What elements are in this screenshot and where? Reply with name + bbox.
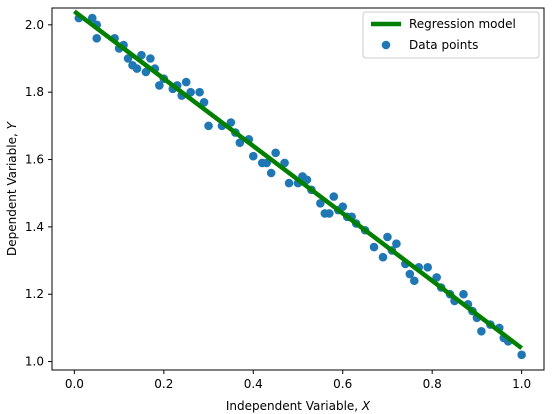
- data-point: [195, 87, 204, 97]
- data-point: [235, 138, 245, 147]
- x-tick-label: 1.0: [512, 377, 531, 391]
- data-point: [123, 54, 133, 63]
- data-point: [338, 202, 348, 211]
- y-tick-label: 1.8: [25, 85, 44, 99]
- y-tick-label: 1.4: [25, 220, 44, 234]
- axes-frame: [51, 7, 545, 371]
- data-point: [266, 168, 276, 178]
- data-point: [146, 54, 155, 63]
- legend: Regression model Data points: [362, 11, 540, 59]
- x-tick-label: 0.6: [333, 377, 352, 391]
- y-tick-label: 1.2: [25, 287, 44, 301]
- data-point: [248, 151, 258, 161]
- x-tick-label: 0.8: [423, 377, 442, 391]
- y-axis-label: Dependent Variable, Y: [5, 120, 19, 256]
- y-tick-label: 2.0: [25, 18, 44, 32]
- data-point: [329, 192, 339, 201]
- data-point: [302, 175, 312, 185]
- x-axis-label: Independent Variable, X: [226, 399, 371, 413]
- data-point: [155, 81, 164, 90]
- x-tick-label: 0.0: [65, 377, 84, 391]
- plot-area: [73, 9, 526, 360]
- data-point: [87, 13, 97, 23]
- data-point: [517, 350, 526, 360]
- data-point: [459, 289, 468, 299]
- data-point: [262, 158, 271, 168]
- legend-entry-data-points: Data points: [409, 38, 478, 52]
- data-point: [181, 77, 191, 87]
- data-point: [392, 239, 401, 249]
- y-axis-ticks: 1.0 1.2 1.4 1.6 1.8 2.0: [25, 18, 52, 369]
- data-point: [271, 148, 280, 158]
- data-point: [92, 34, 102, 43]
- data-point: [186, 87, 195, 97]
- legend-box: [362, 11, 540, 59]
- y-tick-label: 1.6: [25, 153, 44, 167]
- legend-entry-regression: Regression model: [409, 17, 516, 31]
- data-point: [378, 252, 388, 262]
- data-point: [226, 118, 236, 127]
- data-point: [405, 269, 415, 279]
- data-point: [383, 232, 392, 242]
- data-point: [204, 121, 213, 131]
- x-tick-label: 0.4: [244, 377, 263, 391]
- data-point: [432, 273, 441, 282]
- y-tick-label: 1.0: [25, 355, 44, 369]
- data-point: [477, 326, 486, 336]
- data-point: [132, 64, 142, 73]
- x-tick-label: 0.2: [154, 377, 173, 391]
- data-point: [199, 97, 209, 107]
- regression-line: [73, 9, 523, 350]
- data-point: [409, 276, 419, 286]
- legend-point-swatch: [381, 40, 391, 50]
- data-point: [280, 158, 289, 168]
- data-point: [316, 199, 325, 208]
- x-axis-ticks: 0.0 0.2 0.4 0.6 0.8 1.0: [65, 370, 531, 391]
- data-point: [325, 209, 334, 218]
- data-point: [137, 50, 146, 60]
- data-point: [423, 262, 433, 272]
- data-point: [369, 242, 379, 252]
- data-point: [284, 178, 294, 188]
- data-point: [141, 67, 151, 77]
